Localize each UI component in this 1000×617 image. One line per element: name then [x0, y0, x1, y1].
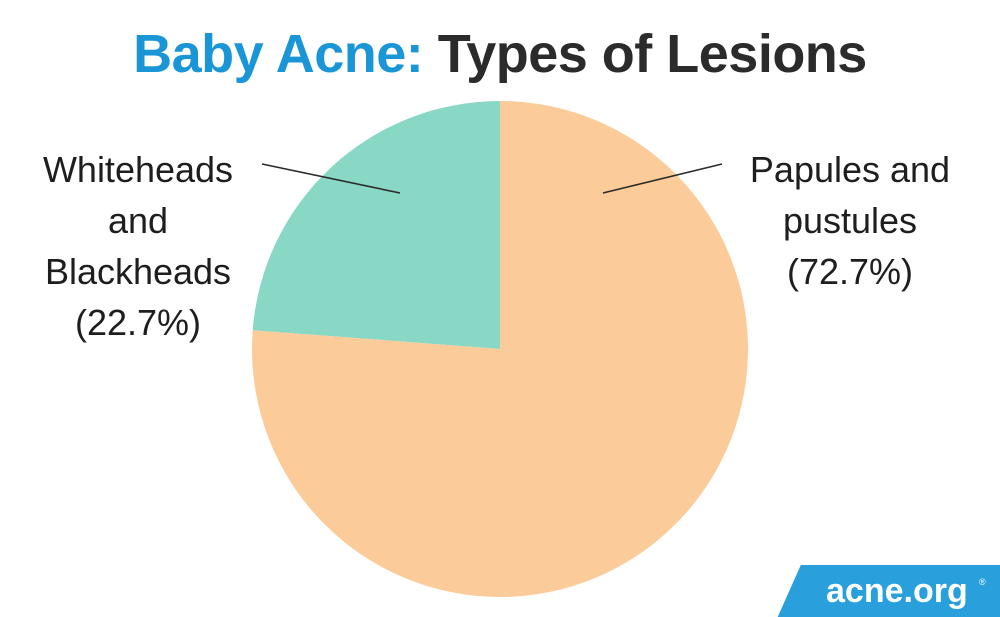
slice-label-papules: Papules and pustules (72.7%) — [749, 149, 951, 292]
leader-line-whiteheads — [261, 163, 401, 194]
chart-title: Baby Acne: Types of Lesions — [0, 22, 1000, 86]
leader-lines — [261, 163, 723, 194]
slice-label-whiteheads: Whiteheads and Blackheads (22.7%) — [42, 149, 234, 343]
brand-logo-text: acne.org — [826, 572, 968, 610]
pie-slice-whiteheads-blackheads — [252, 101, 500, 349]
pie-slice-papules-pustules — [251, 101, 748, 597]
pie-slices — [251, 101, 748, 597]
chart-title-prefix: Baby Acne: — [133, 24, 424, 84]
chart-title-rest: Types of Lesions — [423, 24, 868, 84]
leader-line-papules — [602, 163, 723, 194]
registered-mark: ® — [979, 577, 986, 587]
